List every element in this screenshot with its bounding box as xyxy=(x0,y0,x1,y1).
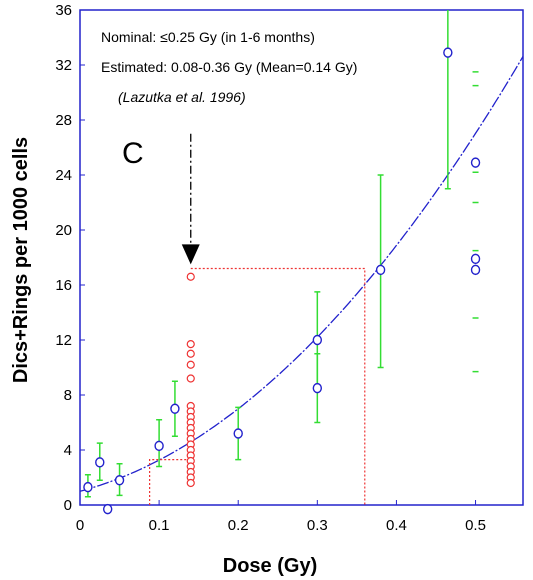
annotation-reference: (Lazutka et al. 1996) xyxy=(118,89,246,105)
calibration-point xyxy=(470,253,481,265)
calibration-point xyxy=(233,428,243,439)
annotation-layer: Nominal: ≤0.25 Gy (in 1-6 months) Estima… xyxy=(101,29,357,170)
calibration-point xyxy=(470,264,481,276)
y-axis-title: Dics+Rings per 1000 cells xyxy=(10,137,32,383)
estimate-low-line xyxy=(149,459,191,505)
y-tick-label: 8 xyxy=(64,387,72,404)
arrow-head xyxy=(181,244,200,265)
x-tick-label: 0.4 xyxy=(386,517,407,534)
x-tick-label: 0 xyxy=(76,517,84,534)
annotation-nominal: Nominal: ≤0.25 Gy (in 1-6 months) xyxy=(101,29,315,45)
x-tick-label: 0.2 xyxy=(228,517,249,534)
calibration-point xyxy=(154,440,164,452)
individual-point xyxy=(186,272,195,281)
data-points-layer xyxy=(83,47,481,515)
individual-point xyxy=(186,374,195,383)
calibration-point xyxy=(83,481,93,493)
calibration-point xyxy=(470,157,481,168)
calibration-point xyxy=(114,475,125,486)
x-axis-title: Dose (Gy) xyxy=(223,555,317,577)
y-tick-label: 12 xyxy=(55,332,72,349)
x-tick-label: 0.1 xyxy=(149,517,170,534)
y-tick-label: 20 xyxy=(55,222,72,239)
x-tick-label: 0.5 xyxy=(465,517,486,534)
calibration-point xyxy=(102,503,113,515)
individual-point xyxy=(186,349,195,358)
calibration-point xyxy=(312,334,323,346)
y-tick-label: 0 xyxy=(64,497,72,514)
plot-frame xyxy=(79,9,524,506)
y-tick-label: 36 xyxy=(55,2,72,19)
y-tick-label: 24 xyxy=(55,167,72,184)
fit-curve xyxy=(79,56,524,492)
y-tick-label: 32 xyxy=(55,57,72,74)
calibration-point xyxy=(170,403,180,414)
calibration-point xyxy=(443,47,453,58)
x-tick-label: 0.3 xyxy=(307,517,328,534)
panel-label: C xyxy=(122,137,144,170)
y-tick-label: 4 xyxy=(64,442,72,459)
y-tick-label: 16 xyxy=(55,277,72,294)
axis-layer: 0 4 8 12 16 20 24 28 32 36 0 0.1 0.2 0.3 0.4 0.5 xyxy=(55,2,486,534)
individual-point xyxy=(186,478,195,488)
individual-point xyxy=(186,360,195,369)
individual-point xyxy=(186,340,195,349)
calibration-point xyxy=(312,382,323,394)
annotation-estimated: Estimated: 0.08-0.36 Gy (Mean=0.14 Gy) xyxy=(101,59,357,75)
calibration-point xyxy=(95,457,105,468)
calibration-point xyxy=(375,264,386,276)
error-bars-layer xyxy=(84,10,479,498)
fit-curve-layer xyxy=(79,56,524,492)
estimate-lines-layer xyxy=(149,133,366,505)
estimate-high-line xyxy=(190,267,366,505)
y-tick-label: 28 xyxy=(55,112,72,129)
